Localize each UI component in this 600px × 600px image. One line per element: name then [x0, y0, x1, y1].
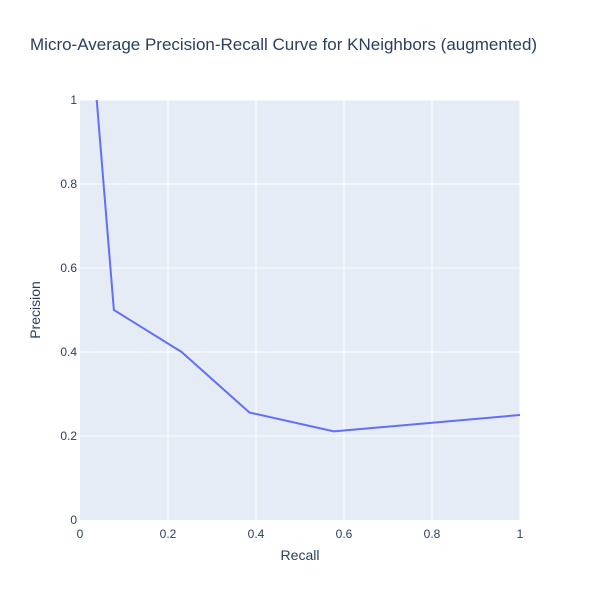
y-tick-label: 0.6: [60, 261, 77, 275]
x-tick-label: 0.8: [424, 527, 441, 541]
y-tick-label: 0.8: [60, 177, 77, 191]
y-axis-title: Precision: [27, 281, 43, 339]
x-axis-title: Recall: [281, 547, 320, 563]
x-tick-label: 0: [77, 527, 84, 541]
precision-recall-line: [95, 99, 521, 433]
y-tick-label: 0: [70, 513, 77, 527]
y-tick-labels: 0 0.2 0.4 0.6 0.8 1: [60, 93, 77, 527]
y-tick-label: 0.4: [60, 345, 77, 359]
x-tick-labels: 0 0.2 0.4 0.6 0.8 1: [77, 527, 524, 541]
x-tick-label: 0.2: [160, 527, 177, 541]
chart-title: Micro-Average Precision-Recall Curve for…: [30, 35, 537, 54]
x-tick-label: 0.6: [336, 527, 353, 541]
x-tick-label: 0.4: [248, 527, 265, 541]
y-tick-label: 0.2: [60, 429, 77, 443]
series-layer: [95, 99, 521, 433]
y-tick-label: 1: [70, 93, 77, 107]
grid-lines: [80, 99, 521, 520]
x-tick-label: 1: [517, 527, 524, 541]
plot-background: [80, 100, 520, 520]
